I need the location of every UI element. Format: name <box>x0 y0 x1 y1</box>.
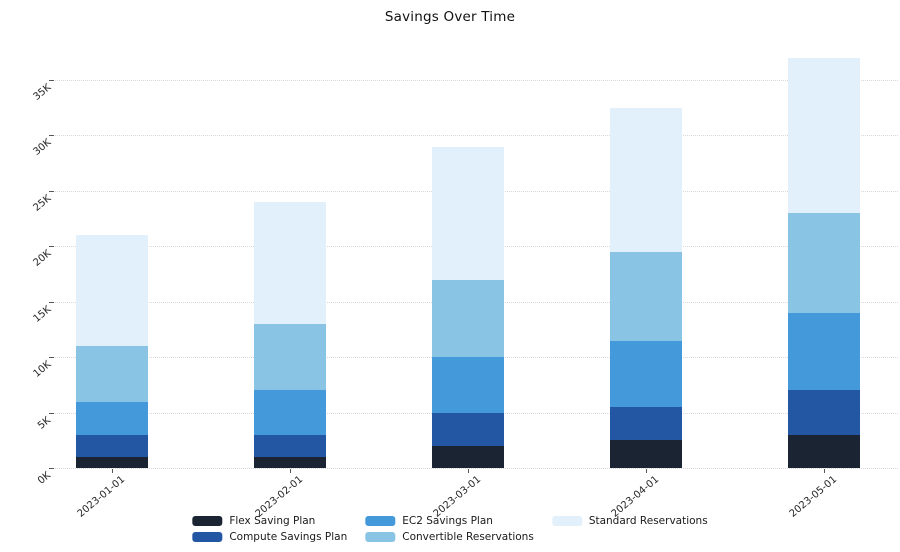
y-tick <box>49 135 54 137</box>
bar-segment <box>610 407 682 441</box>
x-tick <box>824 469 825 473</box>
legend-item: EC2 Savings Plan <box>365 514 534 527</box>
chart-title: Savings Over Time <box>384 9 516 25</box>
bar-segment <box>610 340 682 408</box>
bar-2023-02-01 <box>254 202 326 468</box>
x-tick <box>646 469 647 473</box>
y-tick-label: 0K <box>36 470 54 487</box>
bar-segment <box>254 456 326 468</box>
bar-segment <box>610 107 682 252</box>
y-tick <box>49 80 54 81</box>
legend-item: Standard Reservations <box>551 514 708 527</box>
x-tick-label: 2023-04-01 <box>609 474 662 520</box>
legend-label: EC2 Savings Plan <box>402 514 493 527</box>
bar-segment <box>432 445 504 468</box>
bar-segment <box>254 390 326 435</box>
y-tick-label: 35K <box>31 82 54 103</box>
legend-label: Flex Saving Plan <box>229 514 316 527</box>
bar-segment <box>610 251 682 341</box>
x-tick-label: 2023-03-01 <box>431 474 484 520</box>
legend-swatch <box>365 515 396 526</box>
bar-segment <box>610 440 682 468</box>
y-tick <box>49 190 54 192</box>
y-tick <box>49 246 54 248</box>
bar-segment <box>432 146 504 280</box>
x-tick-label: 2023-01-01 <box>75 474 128 520</box>
bar-segment <box>76 235 148 347</box>
y-tick <box>49 412 54 414</box>
bar-segment <box>76 401 148 435</box>
legend-label: Standard Reservations <box>588 514 708 527</box>
x-tick-label: 2023-02-01 <box>253 474 306 520</box>
legend-swatch <box>365 531 396 542</box>
x-tick-label: 2023-05-01 <box>787 474 840 520</box>
x-tick <box>468 469 469 473</box>
y-tick-label: 5K <box>36 414 54 432</box>
x-tick <box>290 469 291 473</box>
y-tick <box>49 301 54 303</box>
bar-segment <box>432 412 504 446</box>
gridline <box>55 80 898 81</box>
legend-column: EC2 Savings Plan Convertible Reservations <box>365 514 534 543</box>
bar-segment <box>432 357 504 413</box>
bar-segment <box>788 434 860 468</box>
bar-segment <box>254 323 326 391</box>
bar-segment <box>76 346 148 402</box>
bar-segment <box>788 57 860 214</box>
bar-2023-05-01 <box>788 57 860 468</box>
legend: Flex Saving Plan Compute Savings Plan EC2 … <box>192 514 708 543</box>
bar-segment <box>76 434 148 457</box>
legend-swatch <box>192 515 223 526</box>
x-tick <box>112 469 113 473</box>
bar-2023-03-01 <box>432 146 504 468</box>
y-tick-label: 25K <box>31 192 54 214</box>
legend-column: Flex Saving Plan Compute Savings Plan <box>192 514 347 543</box>
bar-2023-01-01 <box>76 235 148 468</box>
bar-segment <box>788 213 860 313</box>
legend-swatch <box>192 531 223 542</box>
y-tick-label: 30K <box>31 137 54 159</box>
bar-segment <box>788 390 860 435</box>
legend-item: Compute Savings Plan <box>192 530 347 543</box>
y-tick-label: 10K <box>31 359 54 380</box>
bar-segment <box>76 456 148 468</box>
legend-item: Flex Saving Plan <box>192 514 347 527</box>
y-tick-label: 15K <box>31 303 54 325</box>
bar-2023-04-01 <box>610 107 682 468</box>
legend-column: Standard Reservations <box>551 514 708 527</box>
bar-segment <box>254 434 326 457</box>
bar-segment <box>432 279 504 358</box>
legend-label: Convertible Reservations <box>402 530 534 543</box>
gridline <box>55 468 898 469</box>
bar-segment <box>788 312 860 391</box>
legend-swatch <box>551 515 582 526</box>
legend-item: Convertible Reservations <box>365 530 534 543</box>
y-tick-label: 20K <box>31 248 54 270</box>
legend-label: Compute Savings Plan <box>229 530 348 543</box>
y-tick <box>49 468 54 469</box>
gridline <box>55 135 898 137</box>
bar-segment <box>254 202 326 324</box>
y-tick <box>49 357 54 359</box>
